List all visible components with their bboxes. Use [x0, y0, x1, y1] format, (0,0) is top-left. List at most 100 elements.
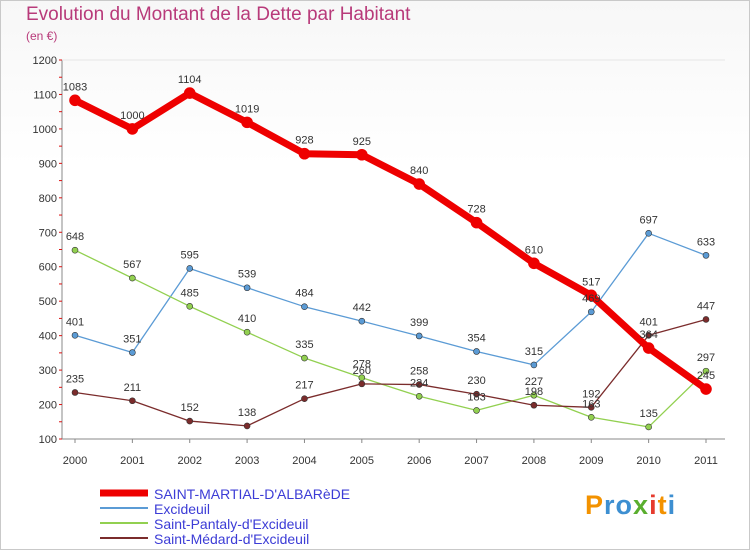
- x-tick-label: 2002: [177, 455, 201, 467]
- data-point-2: [473, 407, 480, 414]
- data-label-0: 840: [410, 165, 428, 177]
- legend-label-0: SAINT-MARTIAL-D'ALBARèDE: [154, 486, 350, 502]
- data-label-2: 163: [582, 398, 600, 410]
- x-tick-label: 2009: [579, 455, 603, 467]
- data-label-0: 928: [295, 135, 313, 147]
- data-point-1: [645, 230, 652, 237]
- y-tick-label: 400: [39, 331, 57, 343]
- data-label-1: 442: [353, 302, 371, 314]
- data-label-3: 235: [66, 373, 84, 385]
- data-label-3: 198: [525, 386, 543, 398]
- data-label-1: 697: [639, 214, 657, 226]
- data-point-0: [298, 147, 311, 160]
- data-label-1: 484: [295, 288, 313, 300]
- data-label-0: 364: [639, 329, 657, 341]
- data-label-1: 401: [66, 316, 84, 328]
- data-label-3: 447: [697, 300, 715, 312]
- data-label-3: 401: [639, 316, 657, 328]
- data-point-1: [71, 331, 79, 339]
- data-label-1: 354: [467, 332, 485, 344]
- data-point-0: [126, 123, 139, 135]
- y-tick-label: 100: [39, 434, 57, 446]
- data-point-2: [186, 303, 194, 310]
- series-line-3: [74, 318, 707, 427]
- data-label-1: 595: [181, 249, 199, 261]
- logo-letter: i: [667, 490, 677, 520]
- y-tick-label: 1100: [33, 89, 57, 101]
- series-line-0: [71, 89, 710, 393]
- data-label-0: 728: [467, 204, 485, 216]
- data-label-2: 567: [123, 259, 141, 271]
- data-point-0: [413, 178, 425, 190]
- data-point-3: [645, 331, 652, 339]
- data-point-1: [129, 349, 136, 356]
- data-point-1: [473, 348, 480, 355]
- data-point-3: [587, 404, 595, 411]
- data-point-2: [71, 246, 79, 254]
- data-point-0: [183, 87, 196, 99]
- y-tick-label: 900: [39, 158, 57, 170]
- chart-unit: (en €): [26, 29, 58, 43]
- data-label-2: 224: [410, 377, 428, 389]
- data-label-2: 183: [467, 391, 485, 403]
- data-point-0: [700, 383, 712, 395]
- x-tick-label: 2006: [407, 455, 431, 467]
- data-label-3: 192: [582, 388, 600, 400]
- logo-letter: i: [649, 490, 658, 520]
- data-label-1: 469: [582, 293, 600, 305]
- data-point-2: [129, 274, 136, 282]
- data-point-0: [585, 289, 598, 302]
- data-label-0: 925: [353, 136, 371, 148]
- data-point-3: [301, 395, 308, 402]
- data-point-0: [642, 342, 655, 354]
- logo-letter: o: [615, 490, 634, 520]
- x-tick-label: 2011: [694, 455, 718, 467]
- series-line-1: [74, 232, 707, 366]
- data-point-3: [71, 389, 79, 396]
- data-label-3: 152: [181, 402, 199, 414]
- data-point-3: [473, 390, 480, 398]
- data-point-1: [358, 317, 366, 325]
- data-label-3: 217: [295, 380, 313, 392]
- x-tick-label: 2007: [464, 455, 488, 467]
- data-label-2: 297: [697, 352, 715, 364]
- data-point-0: [69, 94, 81, 107]
- data-label-0: 517: [582, 276, 600, 288]
- data-point-3: [702, 316, 710, 323]
- x-tick-label: 2005: [350, 455, 374, 467]
- data-point-3: [243, 422, 251, 430]
- data-label-3: 138: [238, 407, 256, 419]
- data-label-2: 648: [66, 231, 84, 243]
- data-label-3: 258: [410, 366, 428, 378]
- data-label-2: 227: [525, 376, 543, 388]
- y-tick-label: 1200: [33, 55, 57, 67]
- legend-label-1: Excideuil: [154, 501, 210, 517]
- logo-letter: r: [604, 490, 616, 520]
- data-label-3: 211: [124, 382, 142, 394]
- chart-title: Evolution du Montant de la Dette par Hab…: [26, 4, 411, 25]
- data-point-3: [415, 381, 423, 388]
- legend-label-2: Saint-Pantaly-d'Excideuil: [154, 516, 308, 532]
- logo-letter: x: [633, 490, 650, 520]
- data-point-1: [243, 284, 251, 292]
- data-point-3: [129, 397, 136, 405]
- data-label-1: 315: [525, 346, 543, 358]
- data-point-1: [301, 303, 308, 310]
- data-point-1: [587, 308, 595, 316]
- x-tick-label: 2010: [636, 455, 660, 467]
- series-line-2: [74, 249, 707, 428]
- data-label-1: 351: [123, 334, 141, 346]
- y-tick-label: 300: [39, 365, 57, 377]
- y-tick-label: 700: [39, 227, 57, 239]
- data-label-2: 278: [353, 359, 371, 371]
- y-tick-label: 200: [39, 400, 57, 412]
- legend-label-3: Saint-Médard-d'Excideuil: [154, 531, 309, 547]
- data-point-2: [702, 367, 710, 375]
- data-point-3: [186, 417, 194, 425]
- data-label-1: 539: [238, 269, 256, 281]
- y-tick-label: 800: [39, 193, 57, 205]
- data-label-2: 485: [181, 287, 199, 299]
- logo-letter: P: [585, 490, 605, 520]
- data-point-2: [301, 354, 308, 362]
